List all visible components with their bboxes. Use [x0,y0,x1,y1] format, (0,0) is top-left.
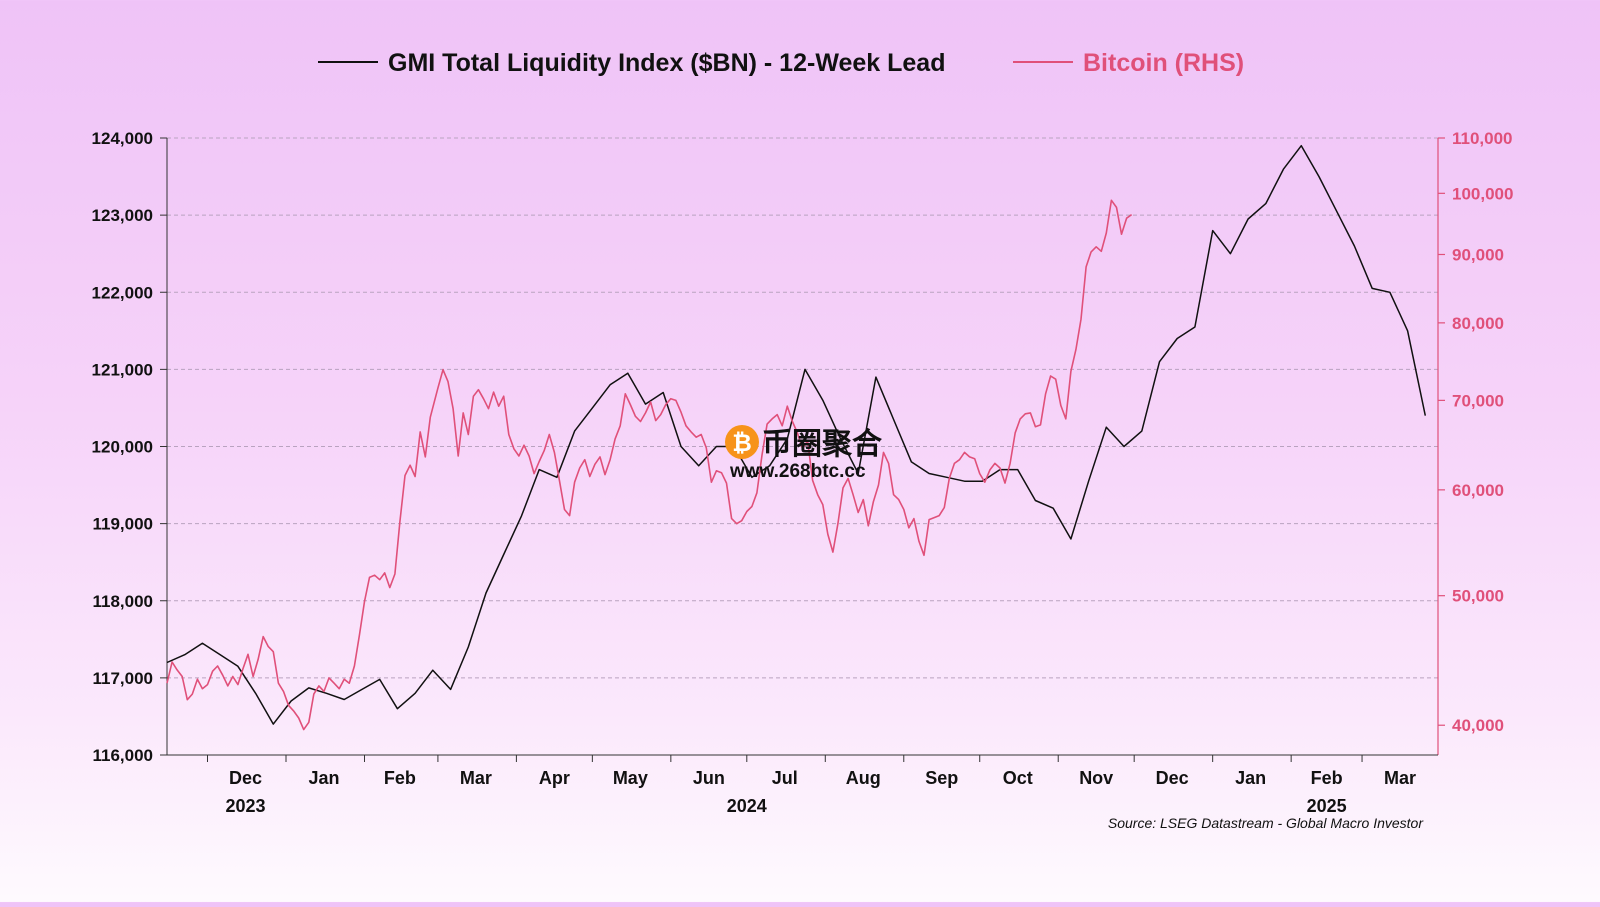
x-month-label: Jun [693,768,725,788]
left-tick-label: 120,000 [92,438,153,457]
x-month-label: Jan [308,768,339,788]
x-month-label: Mar [1384,768,1416,788]
right-tick-label: 60,000 [1452,481,1504,500]
source-note: Source: LSEG Datastream - Global Macro I… [1108,815,1424,831]
x-month-label: Dec [229,768,262,788]
left-tick-label: 116,000 [92,746,153,765]
right-tick-label: 110,000 [1452,129,1513,148]
bitcoin-coin-icon [725,425,759,459]
x-month-label: May [613,768,648,788]
left-tick-label: 121,000 [92,360,153,379]
watermark: ₿ 币圈聚合 www.268btc.cc [725,425,882,482]
right-tick-label: 90,000 [1452,245,1504,264]
x-year-label: 2025 [1307,796,1347,816]
x-year-label: 2023 [225,796,265,816]
left-tick-label: 118,000 [92,592,153,611]
x-month-label: Oct [1003,768,1033,788]
watermark-url: www.268btc.cc [729,461,866,482]
right-tick-label: 80,000 [1452,314,1504,333]
x-month-label: Jul [772,768,798,788]
series [166,144,1427,731]
x-month-label: Aug [846,768,881,788]
x-month-label: Apr [539,768,570,788]
left-tick-label: 119,000 [92,515,153,534]
bitcoin-coin-glyph: ₿ [732,430,752,457]
left-tick-label: 124,000 [92,129,153,148]
right-tick-label: 100,000 [1452,184,1513,203]
left-tick-label: 122,000 [92,283,153,302]
legend-bitcoin-label: Bitcoin (RHS) [1083,49,1244,77]
axes: 116,000 117,000 118,000 119,000 120,000 121,0… [92,129,1514,816]
right-tick-label: 70,000 [1452,391,1504,410]
bitcoin-series-line [166,199,1133,731]
x-month-label: Sep [925,768,958,788]
left-tick-label: 123,000 [92,206,153,225]
right-tick-label: 50,000 [1452,587,1504,606]
legend-liquidity-label: GMI Total Liquidity Index ($BN) - 12-Wee… [388,49,945,77]
x-month-label: Feb [1311,768,1343,788]
liquidity-series-line [166,144,1427,725]
watermark-name: 币圈聚合 [762,427,882,461]
x-month-label: Feb [384,768,416,788]
right-tick-label: 40,000 [1452,716,1504,735]
x-month-label: Nov [1079,768,1113,788]
x-month-label: Jan [1235,768,1266,788]
x-month-label: Mar [460,768,492,788]
left-tick-label: 117,000 [92,669,153,688]
legend: GMI Total Liquidity Index ($BN) - 12-Wee… [318,49,1244,77]
x-month-label: Dec [1156,768,1189,788]
x-year-label: 2024 [727,796,767,816]
gridlines [167,137,1438,679]
